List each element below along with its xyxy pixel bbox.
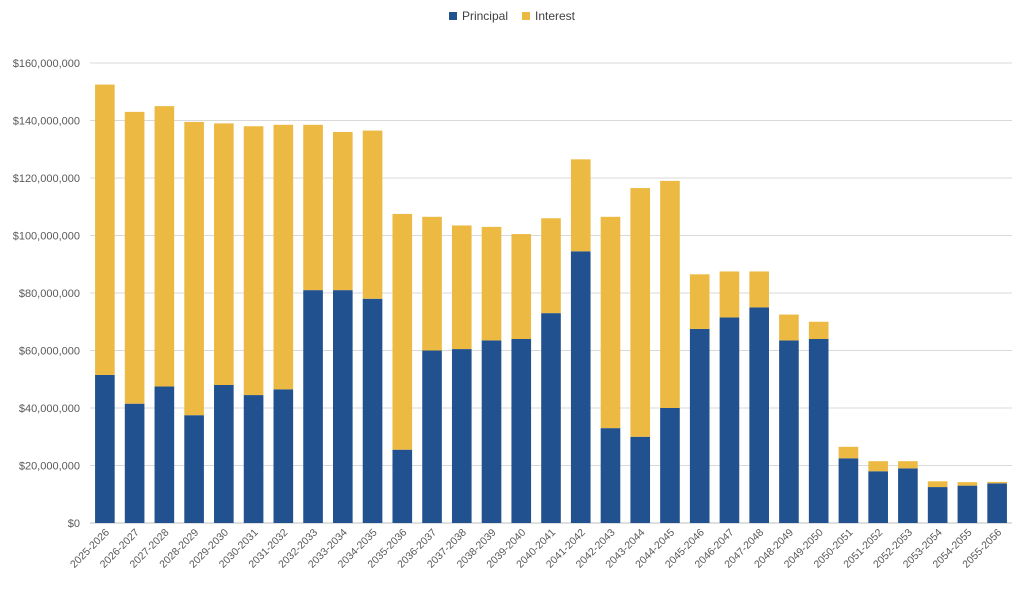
bar-principal-2054-2055: [957, 485, 978, 523]
bar-interest-2052-2053: [898, 461, 918, 469]
bar-interest-2033-2034: [332, 132, 353, 291]
bar-principal-2034-2035: [362, 298, 383, 523]
bar-interest-2031-2032: [273, 124, 294, 390]
bar-principal-2035-2036: [392, 449, 413, 523]
bar-interest-2050-2051: [838, 446, 859, 459]
bar-interest-2048-2049: [779, 314, 799, 341]
bar-interest-2028-2029: [184, 121, 204, 416]
bar-principal-2029-2030: [214, 385, 234, 523]
bar-interest-2027-2028: [154, 106, 175, 387]
bar-interest-2053-2054: [927, 481, 948, 488]
bar-interest-2034-2035: [362, 130, 383, 299]
bar-principal-2052-2053: [898, 468, 918, 523]
y-tick-label: $140,000,000: [13, 116, 80, 128]
bar-interest-2025-2026: [95, 84, 115, 375]
bar-interest-2046-2047: [719, 271, 740, 318]
bar-interest-2036-2037: [422, 216, 442, 351]
bar-principal-2048-2049: [779, 340, 799, 523]
bar-principal-2049-2050: [808, 339, 829, 523]
bar-principal-2032-2033: [303, 290, 323, 523]
bar-interest-2035-2036: [392, 213, 413, 450]
bar-principal-2038-2039: [481, 340, 502, 523]
bar-interest-2047-2048: [749, 271, 770, 308]
y-tick-label: $160,000,000: [13, 58, 80, 70]
y-tick-label: $0: [68, 518, 80, 530]
bar-interest-2055-2056: [987, 481, 1007, 484]
legend-label-interest: Interest: [535, 9, 576, 23]
bar-interest-2032-2033: [303, 124, 323, 291]
bar-principal-2037-2038: [451, 349, 472, 523]
bar-principal-2042-2043: [600, 428, 621, 523]
y-tick-label: $40,000,000: [19, 403, 80, 415]
legend-swatch-principal: [448, 12, 457, 20]
bar-principal-2050-2051: [838, 458, 859, 523]
bar-principal-2027-2028: [154, 386, 175, 523]
bar-principal-2025-2026: [95, 374, 115, 523]
legend-item-interest: Interest: [522, 9, 575, 23]
legend-item-principal: Principal: [448, 9, 508, 23]
bar-interest-2040-2041: [541, 218, 561, 314]
bar-principal-2045-2046: [689, 328, 710, 523]
legend-swatch-interest: [522, 12, 530, 20]
bar-interest-2038-2039: [481, 226, 502, 341]
bar-interest-2026-2027: [124, 111, 145, 404]
bar-principal-2033-2034: [332, 290, 353, 523]
bar-principal-2043-2044: [630, 436, 651, 523]
bar-principal-2055-2056: [987, 483, 1007, 523]
bar-principal-2051-2052: [868, 471, 888, 523]
bar-interest-2045-2046: [689, 274, 710, 329]
bar-interest-2030-2031: [243, 126, 264, 396]
bar-principal-2031-2032: [273, 389, 294, 523]
y-tick-label: $100,000,000: [13, 231, 80, 243]
bar-principal-2041-2042: [570, 251, 591, 523]
y-tick-label: $20,000,000: [19, 461, 80, 473]
bar-principal-2046-2047: [719, 317, 740, 523]
bar-interest-2043-2044: [630, 188, 651, 437]
y-tick-label: $60,000,000: [19, 346, 80, 358]
legend-label-principal: Principal: [461, 9, 508, 23]
bar-interest-2049-2050: [808, 321, 829, 339]
y-tick-label: $120,000,000: [13, 173, 80, 185]
bar-interest-2039-2040: [511, 234, 532, 339]
bar-principal-2026-2027: [124, 403, 145, 523]
bar-interest-2041-2042: [570, 159, 591, 252]
bar-principal-2047-2048: [749, 307, 770, 523]
bar-principal-2039-2040: [511, 339, 532, 523]
bar-interest-2029-2030: [214, 123, 234, 385]
bar-principal-2044-2045: [660, 408, 680, 523]
bar-interest-2042-2043: [600, 216, 621, 429]
legend: Principal Interest: [0, 9, 1024, 23]
bar-principal-2028-2029: [184, 415, 204, 523]
bar-principal-2053-2054: [927, 487, 948, 523]
bar-principal-2030-2031: [243, 395, 264, 523]
bar-principal-2040-2041: [541, 313, 561, 523]
y-tick-label: $80,000,000: [19, 288, 80, 300]
bar-interest-2054-2055: [957, 482, 978, 486]
bar-interest-2044-2045: [660, 180, 680, 408]
bar-principal-2036-2037: [422, 350, 442, 523]
bar-interest-2051-2052: [868, 461, 888, 472]
bar-interest-2037-2038: [451, 225, 472, 350]
